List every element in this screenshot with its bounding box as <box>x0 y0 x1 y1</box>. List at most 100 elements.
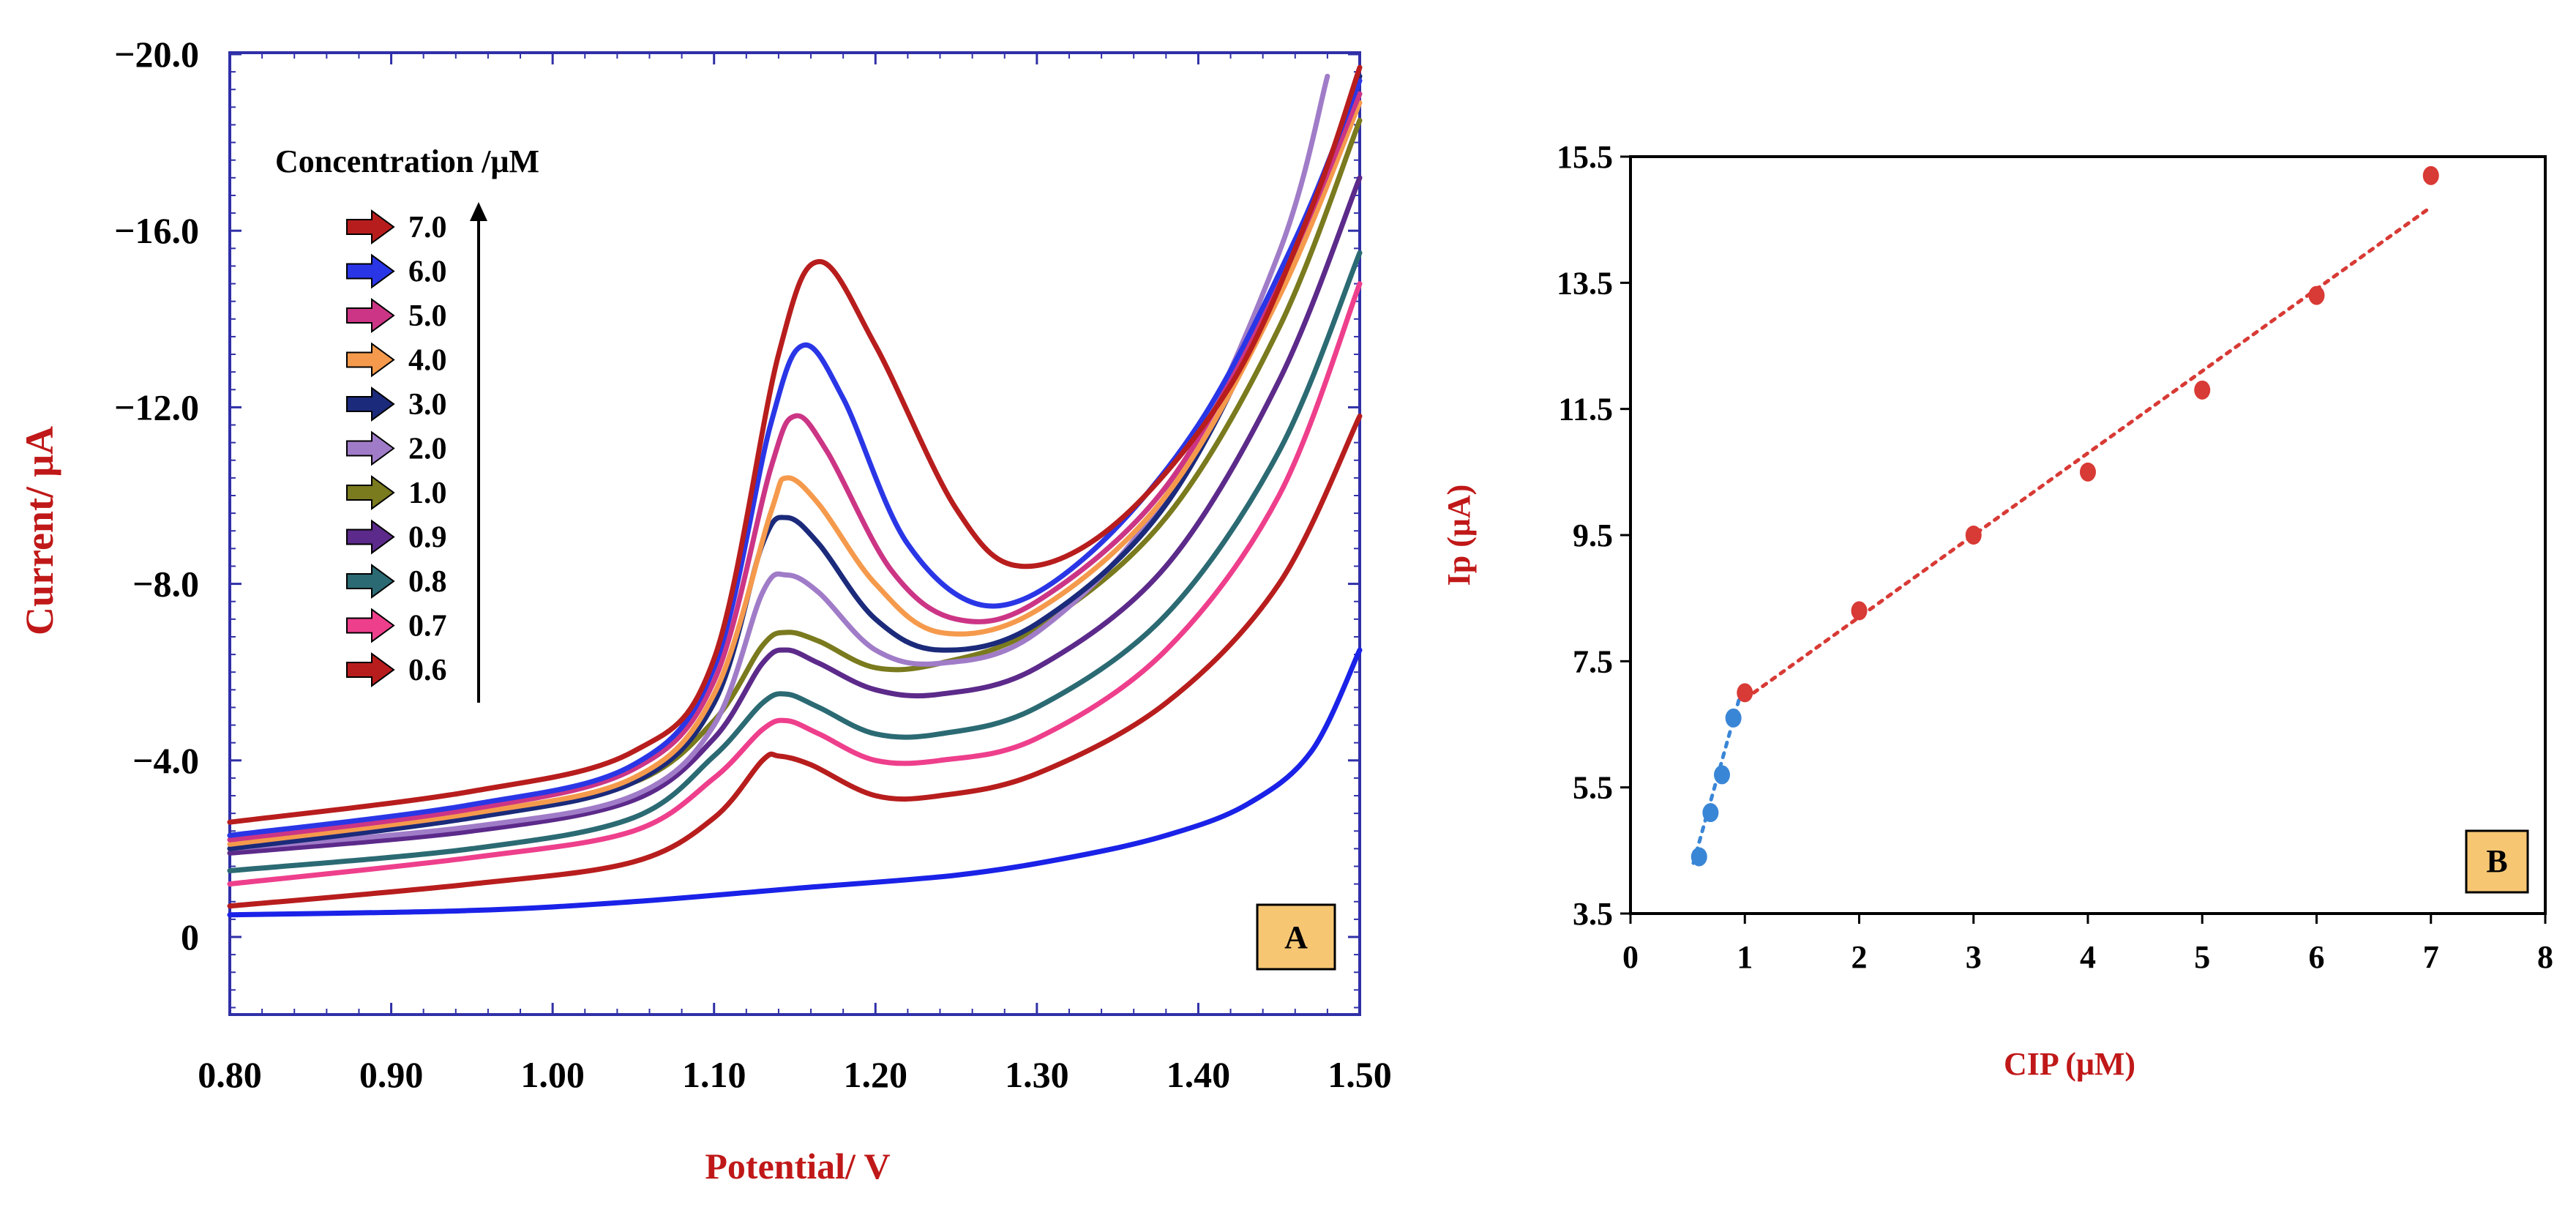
curve-0-8 <box>227 250 1363 873</box>
legend-item: 1.0 <box>346 475 447 510</box>
y-tick-label: −8.0 <box>132 564 199 605</box>
curve-4-0 <box>227 100 1363 847</box>
legend-arrow-icon <box>346 475 395 510</box>
x-tick-label: 3 <box>1966 939 1982 975</box>
x-tick-label: 6 <box>2309 939 2325 975</box>
data-point <box>1851 601 1868 621</box>
y-tick-label: 13.5 <box>1557 265 1613 301</box>
y-tick-label: 9.5 <box>1573 518 1613 553</box>
legend-label: 6.0 <box>408 255 447 289</box>
legend-label: 0.8 <box>408 565 447 599</box>
panel-b-y-ticks: 3.5 5.5 7.5 9.5 11.5 13.5 15.5 <box>1557 139 1630 932</box>
data-point <box>2080 462 2096 482</box>
panel-a-curves <box>227 64 1363 918</box>
panel-a: 0.80 0.90 1.00 1.10 1.20 1.30 1.40 1.50 0 −4.0 −8… <box>18 34 1392 1187</box>
legend-arrow-icon <box>346 519 395 555</box>
data-point <box>1725 708 1742 728</box>
legend-label: 7.0 <box>408 211 447 244</box>
legend-item: 0.7 <box>346 608 447 643</box>
legend-label: 3.0 <box>408 388 447 422</box>
y-tick-label: −20.0 <box>114 34 199 75</box>
y-tick-label: 11.5 <box>1558 392 1613 427</box>
panel-b-badge: B <box>2465 829 2529 894</box>
legend-label: 0.6 <box>408 654 447 687</box>
legend-label: 4.0 <box>408 344 447 378</box>
panel-a-badge: A <box>1256 903 1336 971</box>
legend-item: 0.8 <box>346 564 447 599</box>
x-tick-label: 7 <box>2423 939 2439 975</box>
x-tick-label: 1.50 <box>1328 1054 1392 1095</box>
legend-item: 4.0 <box>346 342 447 378</box>
panel-b-badge-label: B <box>2486 843 2507 879</box>
x-tick-label: 0 <box>1622 939 1639 975</box>
y-tick-label: −16.0 <box>114 210 199 251</box>
panel-b-x-axis-label: CIP (μM) <box>2004 1046 2135 1082</box>
data-point <box>2194 380 2211 400</box>
y-tick-label: 0 <box>181 916 199 957</box>
x-tick-label: 1 <box>1737 939 1753 975</box>
legend-items: 7.0 6.0 5.0 4.0 3.0 2.0 1.0 0.9 0.8 0.7 0.6 <box>346 209 447 687</box>
legend-label: 5.0 <box>408 299 447 333</box>
x-tick-label: 0.90 <box>359 1054 424 1095</box>
legend-arrow-icon <box>346 342 395 378</box>
x-tick-label: 4 <box>2080 939 2096 975</box>
legend-item: 5.0 <box>346 298 447 333</box>
x-tick-label: 8 <box>2537 939 2553 975</box>
legend-item: 3.0 <box>346 386 447 422</box>
y-tick-label: 7.5 <box>1573 643 1613 679</box>
legend-label: 1.0 <box>408 477 447 510</box>
panel-b-y-axis-label: Ip (μA) <box>1441 485 1477 586</box>
x-tick-label: 0.80 <box>198 1054 262 1095</box>
data-point <box>1737 683 1753 703</box>
data-point <box>2308 285 2325 305</box>
data-point <box>1702 803 1719 823</box>
x-tick-label: 1.20 <box>844 1054 908 1095</box>
y-tick-label: 5.5 <box>1573 770 1613 806</box>
curve-5-0 <box>227 91 1363 843</box>
legend-item: 2.0 <box>346 430 447 466</box>
curve-blank <box>227 647 1363 918</box>
curve-0-7 <box>227 281 1363 887</box>
data-point <box>1714 765 1730 785</box>
x-tick-label: 1.40 <box>1167 1054 1231 1095</box>
curve-0-6 <box>227 414 1363 909</box>
legend-item: 6.0 <box>346 253 447 289</box>
panel-a-x-ticks: 0.80 0.90 1.00 1.10 1.20 1.30 1.40 1.50 <box>198 53 1392 1095</box>
increase-arrow-head <box>470 202 487 221</box>
y-tick-label: −4.0 <box>132 740 199 781</box>
y-tick-label: 15.5 <box>1557 139 1613 175</box>
curve-6-0 <box>227 78 1363 838</box>
data-point <box>1965 526 1982 545</box>
data-point <box>1690 847 1707 867</box>
panel-b-plot-frame <box>1629 155 2547 915</box>
panel-b-x-ticks: 0 1 2 3 4 5 6 7 8 <box>1622 914 2553 975</box>
curve-7-0 <box>227 64 1363 825</box>
legend-arrow-icon <box>346 564 395 599</box>
legend-arrow-icon <box>346 298 395 333</box>
trendline <box>1742 205 2433 701</box>
x-tick-label: 1.10 <box>682 1054 746 1095</box>
panel-a-plot-frame <box>228 51 1361 1016</box>
panel-a-badge-label: A <box>1284 919 1308 955</box>
data-point <box>2422 165 2439 185</box>
y-tick-label: −12.0 <box>114 386 199 427</box>
legend-arrow-icon <box>346 209 395 244</box>
panel-a-y-ticks: 0 −4.0 −8.0 −12.0 −16.0 −20.0 <box>114 34 1360 1009</box>
legend-arrow-icon <box>346 386 395 422</box>
panel-a-y-axis-label: Current/ μA <box>18 426 61 635</box>
legend-item: 0.9 <box>346 519 447 555</box>
legend-label: 0.7 <box>408 610 447 643</box>
curve-2-0 <box>227 73 1330 851</box>
curve-0-9 <box>227 175 1363 856</box>
legend-arrow-icon <box>346 652 395 687</box>
y-tick-label: 3.5 <box>1573 896 1613 932</box>
x-tick-label: 2 <box>1852 939 1868 975</box>
legend-arrow-icon <box>346 608 395 643</box>
x-tick-label: 1.00 <box>520 1054 585 1095</box>
panel-b-points <box>1690 165 2439 867</box>
legend-arrow-icon <box>346 430 395 466</box>
legend-title: Concentration /μM <box>275 143 539 179</box>
legend-label: 2.0 <box>408 433 447 466</box>
legend-item: 7.0 <box>346 209 447 244</box>
